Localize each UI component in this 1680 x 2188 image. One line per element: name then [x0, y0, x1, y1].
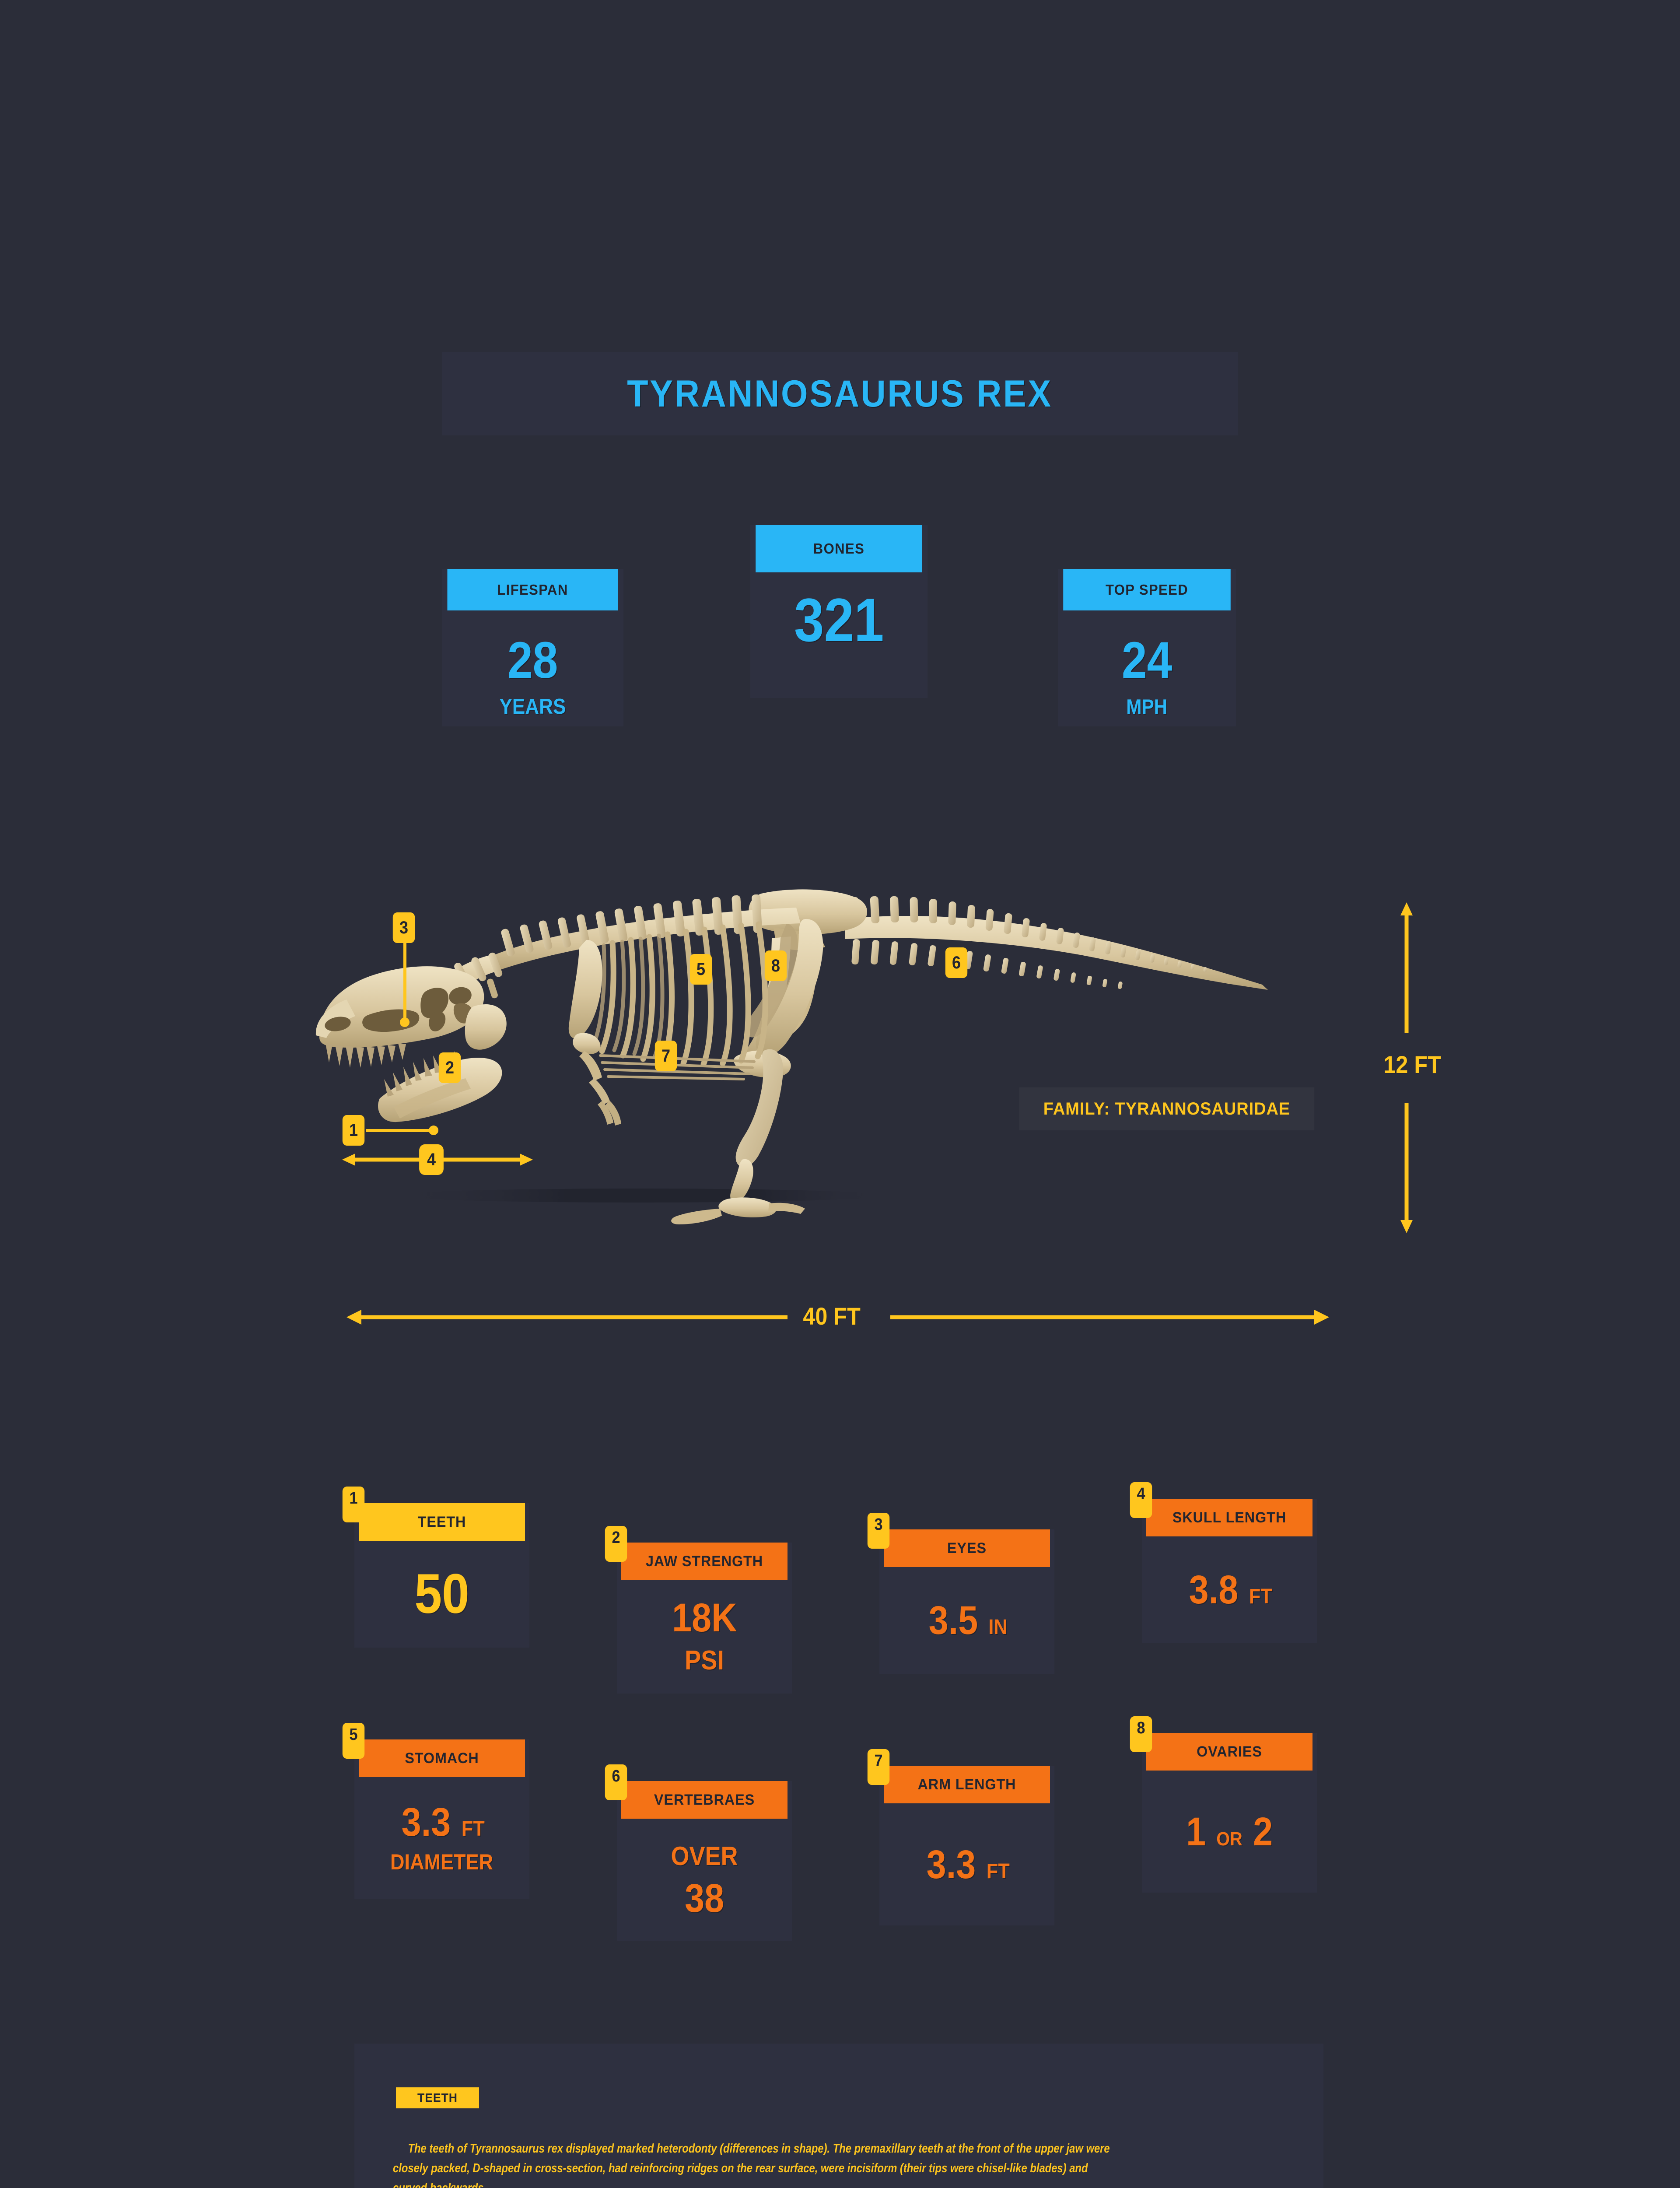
stat-value-top-speed: 24 [1121, 631, 1172, 689]
stat-unit-lifespan: YEARS [499, 695, 566, 719]
detail-label-vertebraes: VERTEBRAES [621, 1781, 788, 1819]
detail-label-jaw-strength: JAW STRENGTH [621, 1543, 788, 1580]
skeleton-marker-8[interactable]: 8 [764, 950, 787, 981]
detail-card-jaw-strength: 2 JAW STRENGTH 18K PSI [605, 1526, 792, 1694]
skull-group [315, 966, 507, 1122]
detail-value-arm-length: 3.3 [926, 1842, 976, 1887]
stat-card-top-speed: TOP SPEED 24 MPH [1058, 569, 1236, 726]
detail-badge-3[interactable]: 3 [867, 1513, 890, 1549]
detail-badge-2[interactable]: 2 [605, 1526, 627, 1562]
leader-dot-3 [400, 1017, 410, 1027]
detail-label-ovaries: OVARIES [1146, 1733, 1312, 1771]
detail-badge-4[interactable]: 4 [1130, 1482, 1152, 1518]
detail-card-ovaries: 8 OVARIES 1 OR 2 [1130, 1716, 1317, 1893]
pelvis-hindleg-group [671, 889, 868, 1224]
detail-sub-vertebraes: OVER [671, 1841, 738, 1871]
stat-label-lifespan: LIFESPAN [447, 569, 618, 610]
height-dimension-label: 12 FT [1383, 1051, 1441, 1078]
stat-card-bones: BONES 321 [750, 525, 928, 698]
detail-card-arm-length: 7 ARM LENGTH 3.3 FT [867, 1749, 1054, 1925]
height-dimension-arrow [1400, 902, 1413, 1233]
detail-value-skull-length: 3.8 [1189, 1567, 1238, 1612]
description-paragraph-1: The teeth of Tyrannosaurus rex displayed… [393, 2142, 1110, 2188]
detail-value-ovaries-alt: 2 [1253, 1809, 1273, 1854]
title-banner: TYRANNOSAURUS REX [442, 352, 1238, 435]
detail-value-eyes: 3.5 [928, 1598, 978, 1643]
detail-badge-7[interactable]: 7 [867, 1749, 890, 1785]
ribcage-spine-group [494, 894, 801, 1126]
detail-badge-8[interactable]: 8 [1130, 1716, 1152, 1752]
leader-line-3 [403, 943, 406, 1021]
detail-value-jaw-strength: 18K [672, 1595, 737, 1640]
detail-badge-5[interactable]: 5 [342, 1723, 365, 1759]
detail-unit-stomach: FT [461, 1817, 485, 1841]
detail-value-vertebraes: 38 [684, 1876, 724, 1921]
description-body: The teeth of Tyrannosaurus rex displayed… [393, 2139, 1125, 2188]
detail-value-teeth: 50 [414, 1563, 469, 1625]
leader-line-1 [366, 1129, 437, 1132]
length-dimension-arrow [346, 1310, 1329, 1325]
stat-card-lifespan: LIFESPAN 28 YEARS [442, 569, 623, 726]
stat-value-bones: 321 [794, 586, 884, 654]
description-tag: TEETH [396, 2087, 479, 2108]
trex-skeleton-illustration [315, 889, 1268, 1224]
detail-value-ovaries: 1 [1186, 1809, 1206, 1854]
detail-unit-skull-length: FT [1249, 1585, 1272, 1608]
stat-label-top-speed: TOP SPEED [1063, 569, 1231, 610]
detail-label-teeth: TEETH [359, 1503, 525, 1541]
detail-card-teeth: 1 TEETH 50 [342, 1487, 529, 1648]
length-dimension-label: 40 FT [803, 1302, 861, 1330]
family-tag: FAMILY: TYRANNOSAURIDAE [1019, 1087, 1315, 1130]
ground-shadow [394, 1189, 884, 1203]
detail-badge-6[interactable]: 6 [605, 1764, 627, 1800]
detail-value-ovaries-conjunction: OR [1216, 1828, 1242, 1850]
detail-value-stomach: 3.3 [401, 1799, 451, 1844]
skeleton-marker-7[interactable]: 7 [654, 1041, 677, 1071]
tail-group [844, 896, 1268, 990]
skeleton-marker-1[interactable]: 1 [342, 1115, 365, 1146]
detail-label-arm-length: ARM LENGTH [884, 1766, 1050, 1803]
stat-unit-top-speed: MPH [1126, 695, 1168, 719]
detail-card-vertebraes: 6 VERTEBRAES OVER 38 [605, 1764, 792, 1941]
skeleton-scene: 3 1 2 5 7 8 6 4 [0, 853, 1680, 1378]
detail-sub-stomach: DIAMETER [390, 1849, 494, 1874]
detail-unit-arm-length: FT [986, 1859, 1010, 1883]
detail-badge-1[interactable]: 1 [342, 1487, 365, 1522]
detail-card-eyes: 3 EYES 3.5 IN [867, 1513, 1054, 1674]
stat-value-lifespan: 28 [507, 631, 558, 689]
skeleton-marker-5[interactable]: 5 [690, 954, 712, 985]
detail-label-eyes: EYES [884, 1529, 1050, 1567]
detail-sub-jaw-strength: PSI [685, 1645, 724, 1676]
detail-label-stomach: STOMACH [359, 1739, 525, 1777]
detail-card-stomach: 5 STOMACH 3.3 FT DIAMETER [342, 1723, 529, 1899]
detail-label-skull-length: SKULL LENGTH [1146, 1499, 1312, 1536]
skeleton-marker-2[interactable]: 2 [438, 1052, 461, 1083]
leader-dot-1 [429, 1126, 438, 1135]
skeleton-marker-3[interactable]: 3 [392, 912, 415, 943]
detail-unit-eyes: IN [988, 1616, 1008, 1639]
page-title: TYRANNOSAURUS REX [627, 372, 1053, 415]
skeleton-marker-4[interactable]: 4 [419, 1144, 444, 1175]
skeleton-marker-6[interactable]: 6 [945, 947, 968, 978]
description-panel: TEETH The teeth of Tyrannosaurus rex dis… [354, 2044, 1323, 2188]
stat-label-bones: BONES [756, 525, 922, 572]
detail-card-skull-length: 4 SKULL LENGTH 3.8 FT [1130, 1482, 1317, 1643]
